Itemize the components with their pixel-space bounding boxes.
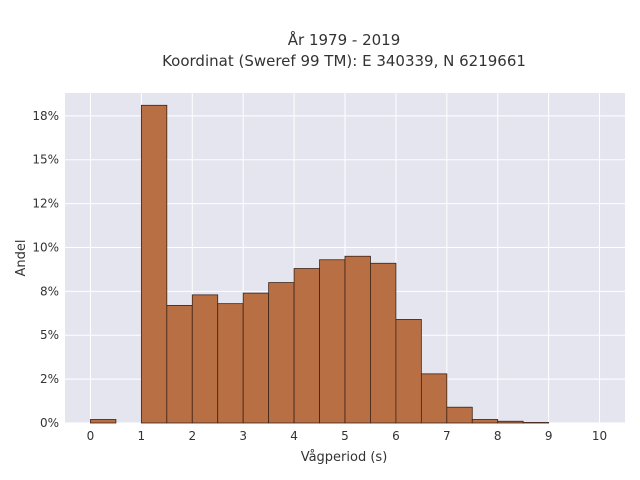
histogram-bar — [370, 262, 397, 424]
x-tick-label: 4 — [290, 429, 298, 443]
histogram-bar — [344, 255, 371, 424]
x-tick-label: 9 — [545, 429, 553, 443]
histogram-bar — [242, 292, 270, 424]
y-tick-label: 2% — [40, 372, 59, 386]
x-tick-label: 0 — [87, 429, 95, 443]
y-tick-label: 18% — [32, 109, 59, 123]
histogram-bar — [166, 304, 193, 424]
x-axis-label: Vågperiod (s) — [301, 450, 388, 465]
histogram-bar — [319, 259, 346, 424]
histogram-bar — [293, 268, 320, 424]
histogram-bar — [140, 104, 168, 424]
histogram-bar — [395, 319, 422, 424]
histogram-bar — [446, 406, 473, 424]
histogram-bar — [268, 282, 295, 424]
y-tick-label: 12% — [32, 197, 59, 211]
histogram-bar — [90, 419, 117, 424]
x-tick-label: 5 — [341, 429, 349, 443]
histogram-bar — [522, 422, 550, 424]
y-axis-label: Andel — [14, 240, 29, 277]
y-tick-label: 0% — [40, 416, 59, 430]
bars — [90, 104, 550, 424]
chart-title: År 1979 - 2019 — [288, 30, 401, 49]
x-tick-label: 10 — [592, 429, 607, 443]
y-tick-label: 5% — [40, 328, 59, 342]
x-tick-label: 1 — [138, 429, 146, 443]
chart-subtitle: Koordinat (Sweref 99 TM): E 340339, N 62… — [162, 52, 526, 70]
histogram-bar — [471, 419, 499, 424]
histogram-bar — [420, 373, 448, 424]
y-tick-label: 15% — [32, 153, 59, 167]
y-tick-labels: 0% 2% 5% 8% 10% 12% 15% 18% — [32, 109, 59, 430]
y-tick-label: 8% — [40, 284, 59, 298]
x-tick-label: 6 — [392, 429, 400, 443]
histogram-bar — [191, 294, 219, 424]
y-tick-label: 10% — [32, 240, 59, 254]
x-tick-labels: 0 1 2 3 4 5 6 7 8 9 10 — [87, 429, 608, 443]
x-tick-label: 8 — [494, 429, 502, 443]
x-tick-label: 2 — [188, 429, 196, 443]
histogram-bar — [497, 420, 524, 424]
x-tick-label: 3 — [239, 429, 247, 443]
histogram-bar — [217, 303, 244, 424]
x-tick-label: 7 — [443, 429, 451, 443]
